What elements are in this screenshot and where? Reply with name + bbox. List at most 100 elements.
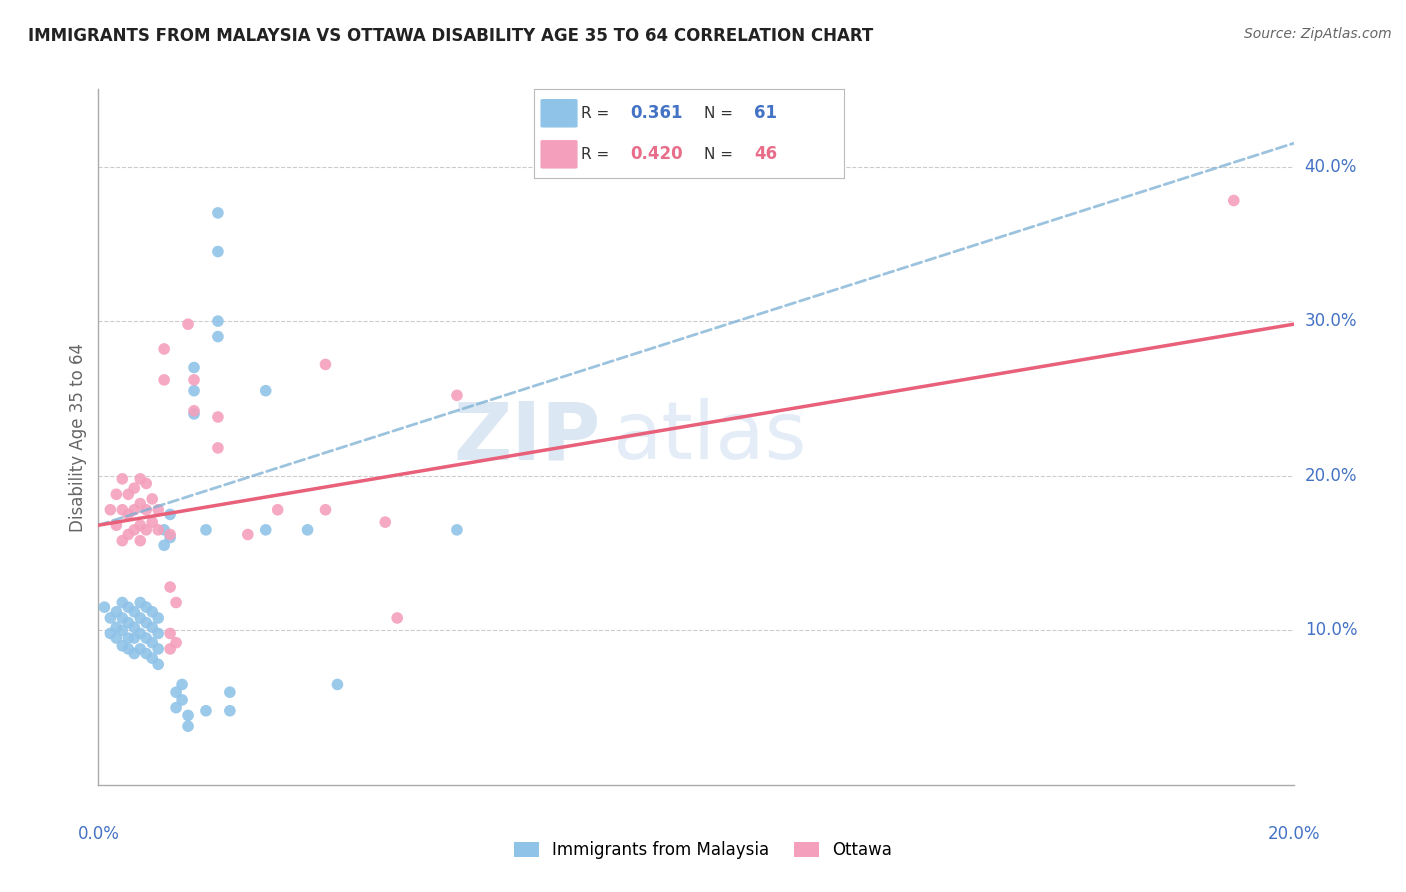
Text: 40.0%: 40.0% (1305, 158, 1357, 176)
Point (326, 677, 349, 691)
Point (129, 626, 152, 640)
Point (183, 407, 205, 421)
Point (183, 404, 205, 418)
Point (124, 523, 146, 537)
Point (111, 472, 134, 486)
Point (374, 515, 396, 529)
Point (135, 600, 157, 615)
Y-axis label: Disability Age 35 to 64: Disability Age 35 to 64 (69, 343, 87, 532)
Point (297, 523, 319, 537)
Point (254, 523, 277, 537)
Point (141, 651, 163, 665)
Point (129, 533, 152, 548)
Point (135, 647, 157, 661)
Point (141, 636, 163, 650)
Point (177, 719, 200, 733)
Point (129, 472, 152, 486)
Point (129, 497, 152, 511)
Text: 0.420: 0.420 (630, 145, 683, 163)
Point (165, 685, 187, 699)
Point (153, 373, 176, 387)
Point (117, 487, 139, 501)
Text: 10.0%: 10.0% (1305, 622, 1357, 640)
Text: 30.0%: 30.0% (1305, 312, 1357, 330)
Point (254, 384, 277, 398)
Point (129, 518, 152, 533)
Text: 46: 46 (754, 145, 778, 163)
Point (117, 631, 139, 645)
Text: Source: ZipAtlas.com: Source: ZipAtlas.com (1244, 27, 1392, 41)
Point (165, 636, 187, 650)
Point (141, 491, 163, 506)
Point (124, 481, 146, 495)
Point (159, 508, 181, 522)
Point (207, 206, 229, 220)
Point (135, 631, 157, 645)
Point (177, 317, 200, 331)
Point (135, 615, 157, 630)
Point (236, 527, 259, 541)
Point (141, 515, 163, 529)
Point (124, 631, 146, 645)
Point (117, 600, 139, 615)
Point (124, 620, 146, 634)
Text: 20.0%: 20.0% (1267, 825, 1320, 843)
Point (153, 538, 176, 552)
Text: N =: N = (704, 147, 738, 161)
Point (177, 708, 200, 723)
Point (207, 441, 229, 455)
Point (148, 626, 170, 640)
Point (194, 523, 218, 537)
Point (148, 611, 170, 625)
Point (159, 641, 181, 656)
Point (446, 523, 468, 537)
Point (124, 605, 146, 619)
Point (148, 641, 170, 656)
Point (315, 358, 337, 372)
Point (165, 700, 187, 714)
Point (124, 647, 146, 661)
Point (124, 502, 146, 516)
Point (159, 580, 181, 594)
Point (105, 631, 128, 645)
Point (194, 704, 218, 718)
Text: 61: 61 (754, 104, 778, 122)
Point (105, 518, 128, 533)
Point (207, 409, 229, 424)
Text: R =: R = (581, 147, 614, 161)
Point (111, 502, 134, 516)
Point (148, 523, 170, 537)
Point (105, 605, 128, 619)
Point (315, 502, 337, 516)
Text: 20.0%: 20.0% (1305, 467, 1357, 484)
Point (159, 527, 181, 541)
Point (446, 388, 468, 402)
Point (148, 657, 170, 672)
Point (111, 533, 134, 548)
Point (135, 476, 157, 491)
Point (93, 600, 115, 615)
Text: ZIP: ZIP (453, 398, 600, 476)
Point (117, 508, 139, 522)
Point (219, 685, 242, 699)
Text: N =: N = (704, 106, 738, 120)
Point (219, 704, 242, 718)
Point (129, 595, 152, 609)
Point (153, 523, 176, 537)
Point (105, 487, 128, 501)
Point (141, 605, 163, 619)
Point (267, 502, 290, 516)
Point (98, 611, 122, 625)
Point (141, 620, 163, 634)
Text: R =: R = (581, 106, 614, 120)
Point (159, 531, 181, 545)
Point (207, 329, 229, 343)
Point (172, 677, 194, 691)
Point (148, 502, 170, 516)
Point (129, 611, 152, 625)
Point (385, 611, 409, 625)
Point (183, 360, 205, 375)
Point (98, 502, 122, 516)
Point (129, 641, 152, 656)
Point (183, 384, 205, 398)
